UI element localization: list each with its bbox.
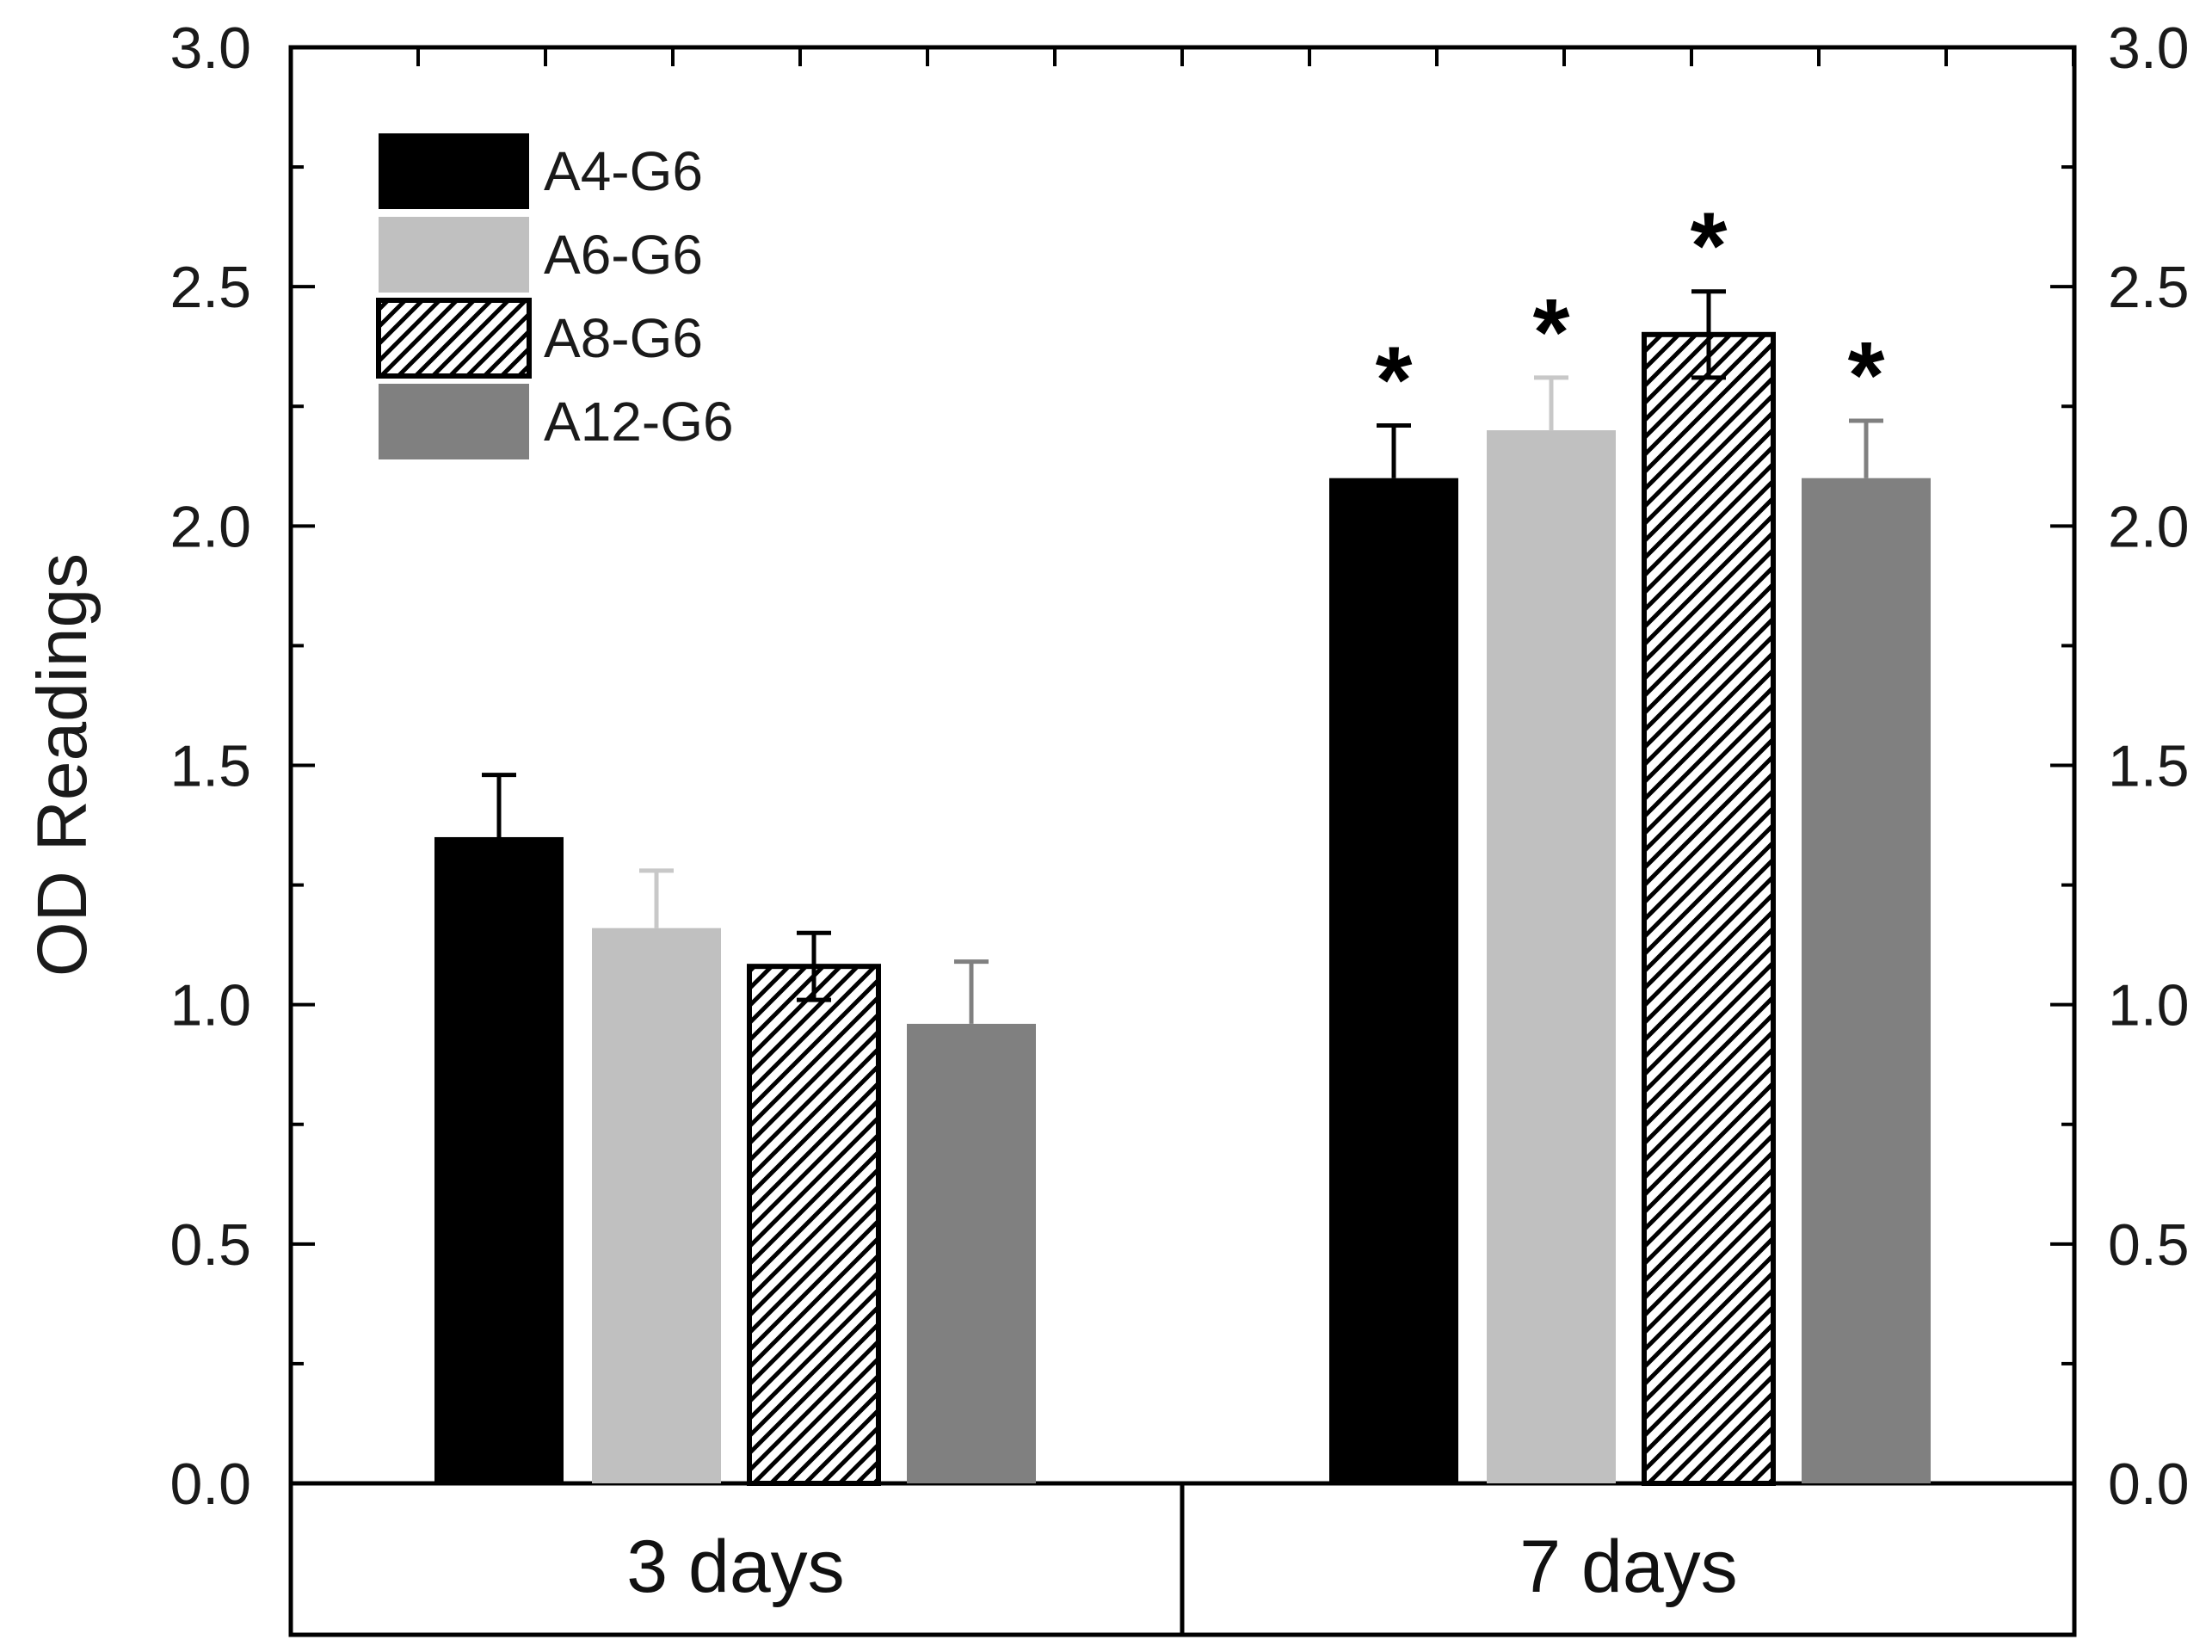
legend-label-A12-G6: A12-G6 xyxy=(544,391,734,453)
bar-A12-G6-7-days xyxy=(1802,478,1931,1484)
legend-swatch-A12-G6 xyxy=(379,384,529,459)
significance-marker: * xyxy=(1691,194,1728,299)
y-tick-label-left: 2.0 xyxy=(169,494,251,559)
legend-label-A8-G6: A8-G6 xyxy=(544,307,703,369)
legend-swatch-A8-G6 xyxy=(376,298,532,379)
y-tick-label-right: 0.0 xyxy=(2108,1452,2190,1517)
legend-label-A4-G6: A4-G6 xyxy=(544,140,703,202)
y-tick-label-left: 2.5 xyxy=(169,255,251,320)
y-tick-label-left: 1.5 xyxy=(169,734,251,799)
y-tick-label-right: 1.0 xyxy=(2108,973,2190,1039)
bar-A4-G6-3-days xyxy=(434,836,564,1483)
bar-A8-G6-3-days xyxy=(747,964,881,1487)
y-tick-label-right: 1.5 xyxy=(2108,734,2190,799)
legend-swatch-A4-G6 xyxy=(379,133,529,209)
y-tick-label-left: 1.0 xyxy=(169,973,251,1039)
bar-A4-G6-7-days xyxy=(1329,478,1458,1484)
y-tick-label-left: 0.5 xyxy=(169,1212,251,1278)
bar-A6-G6-7-days xyxy=(1487,430,1616,1484)
y-tick-label-right: 3.0 xyxy=(2108,15,2190,81)
y-tick-label-right: 2.5 xyxy=(2108,255,2190,320)
bar-A12-G6-3-days xyxy=(907,1023,1036,1483)
significance-marker: * xyxy=(1533,280,1570,385)
significance-marker: * xyxy=(1848,323,1885,428)
y-tick-label-left: 3.0 xyxy=(169,15,251,81)
y-tick-label-right: 2.0 xyxy=(2108,494,2190,559)
y-tick-label-left: 0.0 xyxy=(169,1452,251,1517)
category-label-7-days: 7 days xyxy=(1519,1526,1737,1608)
significance-marker: * xyxy=(1376,328,1413,434)
legend-label-A6-G6: A6-G6 xyxy=(544,224,703,286)
bar-A8-G6-7-days xyxy=(1642,331,1776,1486)
y-tick-label-right: 0.5 xyxy=(2108,1212,2190,1278)
category-label-3-days: 3 days xyxy=(626,1526,844,1608)
bar-A6-G6-3-days xyxy=(592,928,721,1483)
y-axis-title: OD Readings xyxy=(23,553,102,977)
legend-swatch-A6-G6 xyxy=(379,217,529,293)
